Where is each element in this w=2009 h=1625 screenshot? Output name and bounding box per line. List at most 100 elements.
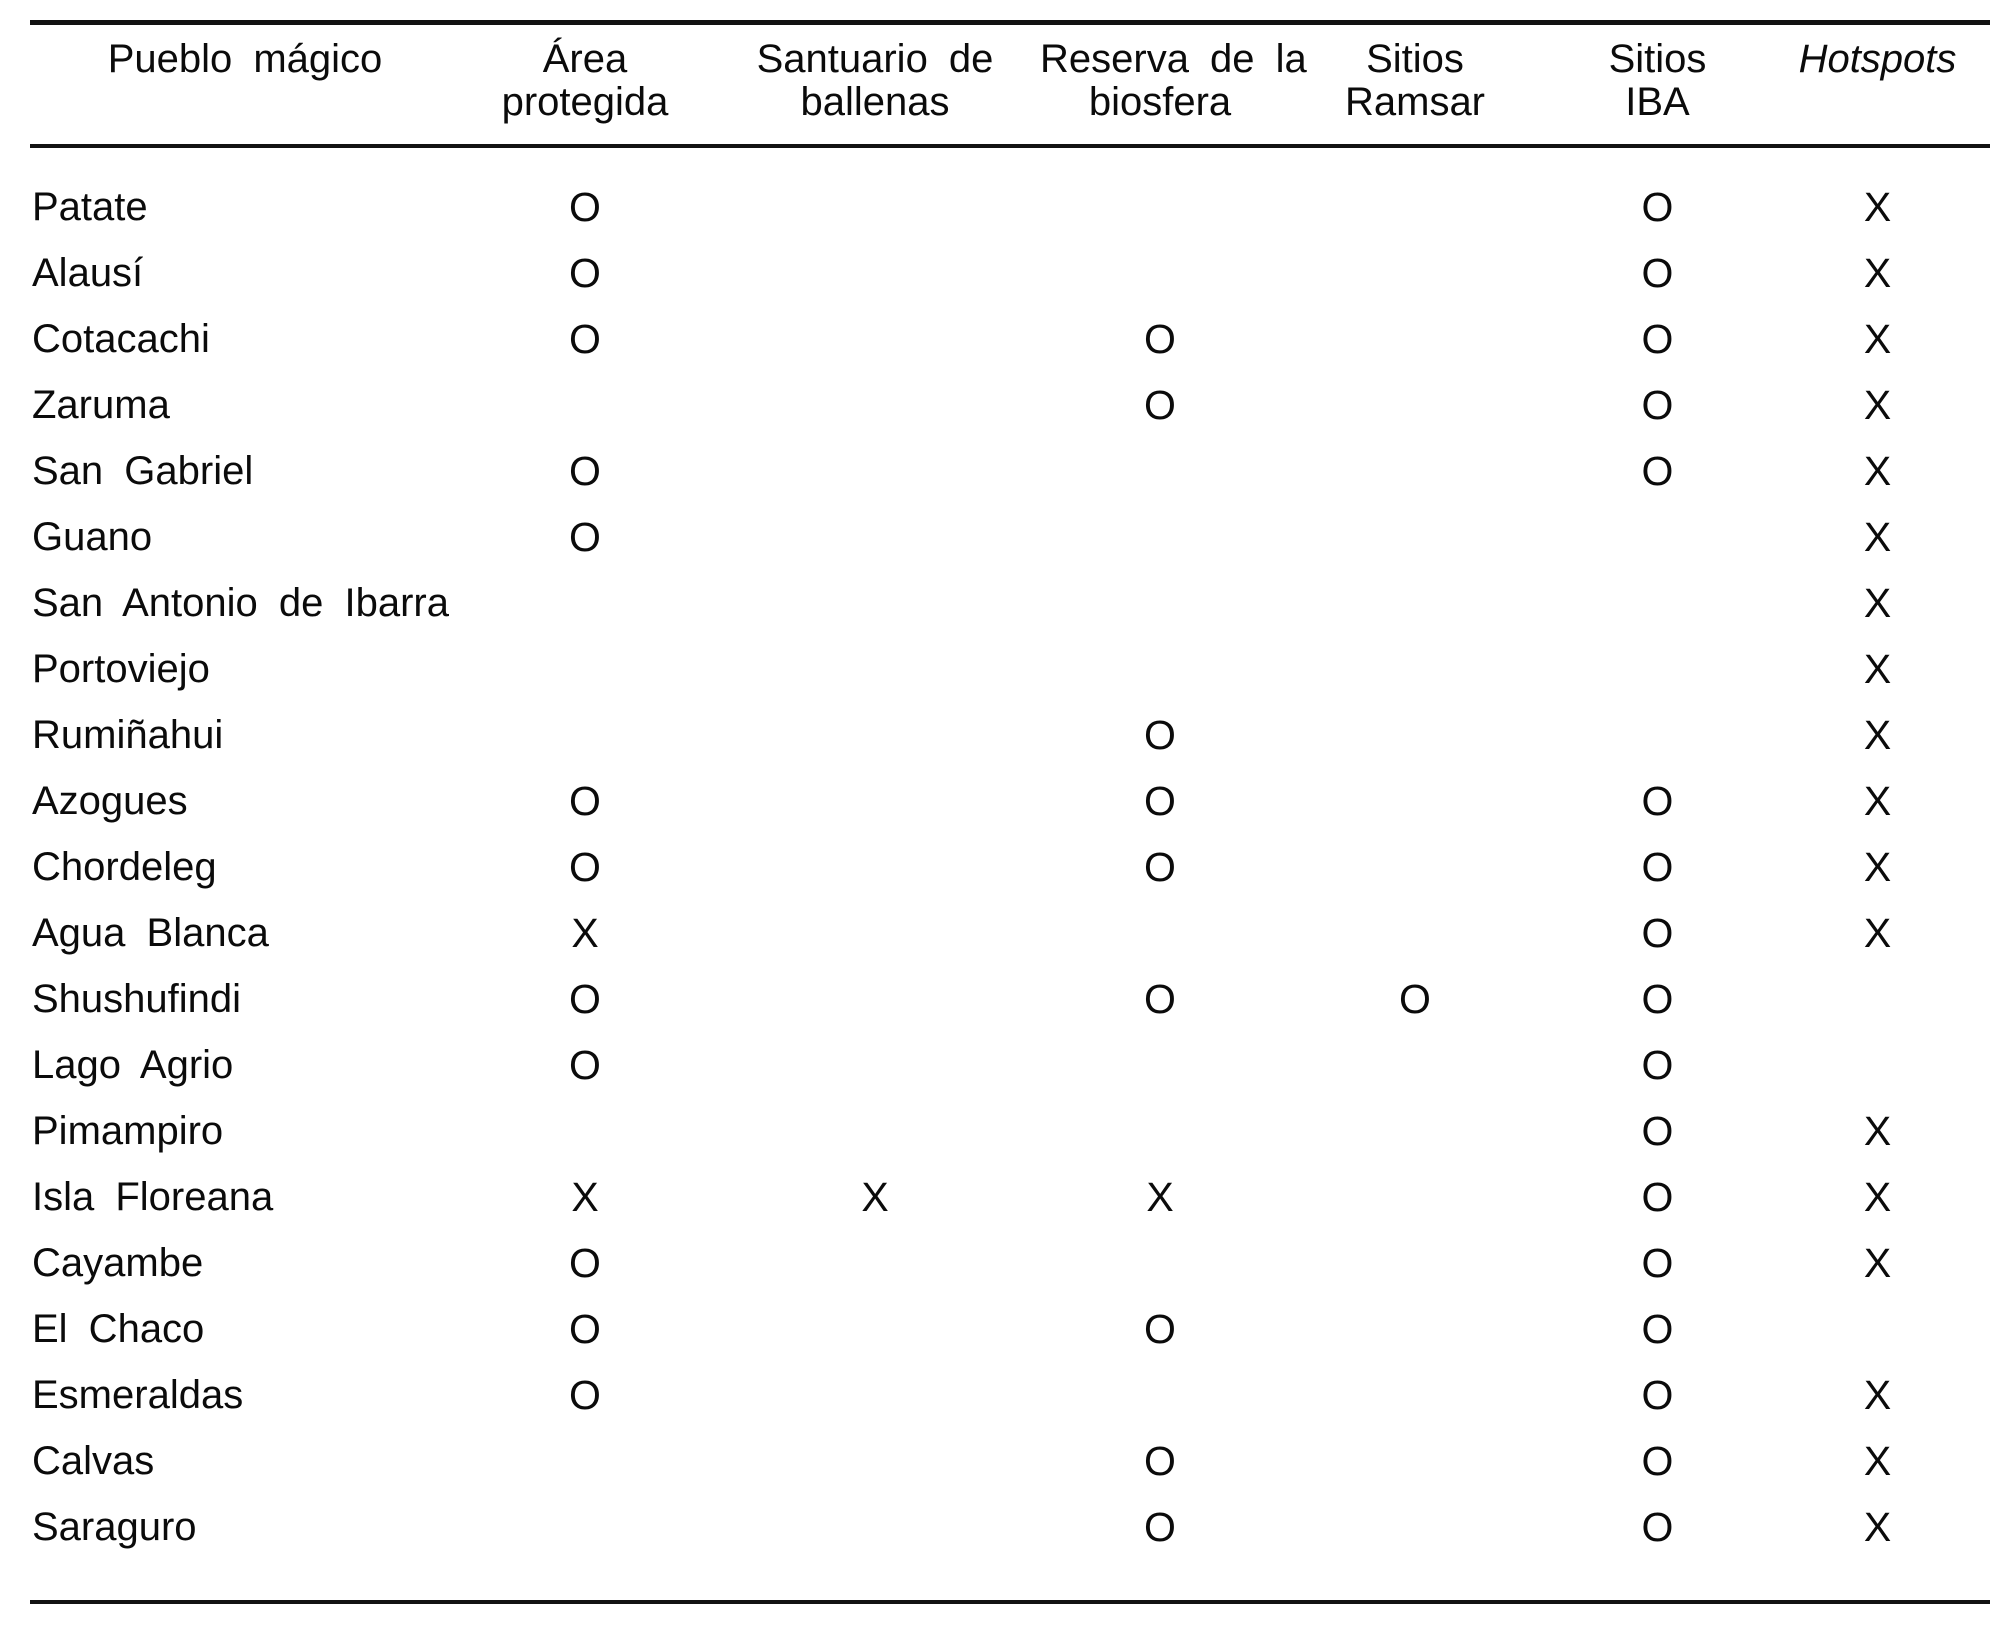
reserva-biosfera-mark-cell (1040, 1098, 1280, 1164)
sitios-ramsar-mark-cell (1280, 1296, 1550, 1362)
santuario-ballenas-mark-cell (710, 702, 1040, 768)
reserva-biosfera-mark-cell: O (1144, 711, 1176, 758)
pueblo-name-cell: Shushufindi (32, 976, 242, 1021)
table-row: Esmeraldas O O X (30, 1362, 1990, 1428)
area-protegida-mark-cell: X (571, 1173, 599, 1220)
sitios-iba-mark-cell: O (1641, 1503, 1674, 1550)
reserva-biosfera-mark-cell (1040, 1230, 1280, 1296)
hotspots-mark-cell (1765, 1296, 1990, 1362)
santuario-ballenas-mark-cell (710, 1098, 1040, 1164)
header-label: protegida (501, 80, 669, 124)
hotspots-mark-cell: X (1863, 909, 1892, 956)
area-protegida-mark-cell: O (569, 843, 601, 890)
pueblo-name-cell: Saraguro (32, 1504, 197, 1549)
pueblo-name-cell: Rumiñahui (32, 712, 224, 757)
header-label: ballenas (800, 80, 950, 124)
sitios-ramsar-mark-cell (1280, 1164, 1550, 1230)
pueblo-name-cell: Agua Blanca (32, 910, 269, 955)
hotspots-mark-cell: X (1863, 579, 1892, 626)
sitios-iba-mark-cell: O (1641, 447, 1674, 494)
sitios-ramsar-mark-cell (1280, 1098, 1550, 1164)
sitios-ramsar-mark-cell (1280, 146, 1550, 240)
sitios-iba-mark-cell (1550, 570, 1765, 636)
sitios-ramsar-mark-cell (1280, 1362, 1550, 1428)
area-protegida-mark-cell (460, 1428, 710, 1494)
pueblo-name-cell: Pimampiro (32, 1108, 224, 1153)
reserva-biosfera-mark-cell: O (1144, 1305, 1176, 1352)
header-label: Sitios (1366, 37, 1464, 81)
pueblo-name-cell: San Antonio de Ibarra (32, 580, 449, 625)
santuario-ballenas-mark-cell (710, 1032, 1040, 1098)
table-header: Pueblo mágico Área protegida Santuario d… (30, 23, 1990, 147)
table-row: Portoviejo X (30, 636, 1990, 702)
area-protegida-mark-cell (460, 636, 710, 702)
hotspots-mark-cell (1765, 1032, 1990, 1098)
hotspots-mark-cell: X (1863, 711, 1892, 758)
sitios-iba-mark-cell: O (1641, 909, 1674, 956)
pueblo-name-cell: Azogues (32, 778, 188, 823)
table-row: Lago Agrio O O (30, 1032, 1990, 1098)
pueblos-magicos-designations-table: Pueblo mágico Área protegida Santuario d… (30, 20, 1990, 1604)
header-label: biosfera (1088, 80, 1232, 124)
table-row: Azogues O O O X (30, 768, 1990, 834)
reserva-biosfera-mark-cell: O (1144, 843, 1176, 890)
reserva-biosfera-mark-cell: X (1146, 1173, 1174, 1220)
area-protegida-mark-cell (460, 372, 710, 438)
sitios-ramsar-mark-cell (1280, 240, 1550, 306)
table-row: El Chaco O O O (30, 1296, 1990, 1362)
hotspots-mark-cell: X (1863, 777, 1892, 824)
pueblo-name-cell: Calvas (32, 1438, 155, 1483)
santuario-ballenas-mark-cell (710, 372, 1040, 438)
sitios-iba-mark-cell: O (1641, 1173, 1674, 1220)
santuario-ballenas-mark-cell (710, 1362, 1040, 1428)
header-label: Pueblo mágico (107, 37, 383, 81)
sitios-ramsar-mark-cell (1280, 1494, 1550, 1602)
sitios-iba-mark-cell: O (1641, 381, 1674, 428)
col-header-santuario-ballenas: Santuario de ballenas (710, 23, 1040, 147)
pueblo-name-cell: Cayambe (32, 1240, 204, 1285)
sitios-iba-mark-cell (1550, 636, 1765, 702)
header-label: Reserva de la (1040, 37, 1307, 81)
pueblo-name-cell: Esmeraldas (32, 1372, 244, 1417)
reserva-biosfera-mark-cell: O (1144, 381, 1176, 428)
header-label: Sitios (1608, 37, 1707, 81)
header-row: Pueblo mágico Área protegida Santuario d… (30, 23, 1990, 147)
santuario-ballenas-mark-cell (710, 636, 1040, 702)
table-row: Rumiñahui O X (30, 702, 1990, 768)
santuario-ballenas-mark-cell (710, 1230, 1040, 1296)
sitios-iba-mark-cell: O (1641, 249, 1674, 296)
area-protegida-mark-cell (460, 1098, 710, 1164)
hotspots-mark-cell: X (1863, 447, 1892, 494)
area-protegida-mark-cell (460, 570, 710, 636)
pueblo-name-cell: Cotacachi (32, 316, 210, 361)
area-protegida-mark-cell: O (569, 183, 601, 230)
hotspots-mark-cell: X (1863, 843, 1892, 890)
sitios-iba-mark-cell: O (1641, 1107, 1674, 1154)
reserva-biosfera-mark-cell: O (1144, 1437, 1176, 1484)
table-row: Shushufindi O O O O (30, 966, 1990, 1032)
sitios-iba-mark-cell: O (1641, 183, 1674, 230)
reserva-biosfera-mark-cell (1040, 1032, 1280, 1098)
santuario-ballenas-mark-cell (710, 900, 1040, 966)
area-protegida-mark-cell: O (569, 315, 601, 362)
santuario-ballenas-mark-cell (710, 1296, 1040, 1362)
pueblo-name-cell: Portoviejo (32, 646, 210, 691)
reserva-biosfera-mark-cell (1040, 900, 1280, 966)
table-row: Patate O O X (30, 146, 1990, 240)
table-row: Agua Blanca X O X (30, 900, 1990, 966)
pueblo-name-cell: Alausí (32, 250, 144, 295)
hotspots-mark-cell: X (1863, 1371, 1892, 1418)
area-protegida-mark-cell: O (569, 513, 601, 560)
sitios-iba-mark-cell: O (1641, 1437, 1674, 1484)
table-row: Cayambe O O X (30, 1230, 1990, 1296)
santuario-ballenas-mark-cell (710, 1494, 1040, 1602)
sitios-ramsar-mark-cell (1280, 1032, 1550, 1098)
header-label: Santuario de (756, 37, 994, 81)
sitios-ramsar-mark-cell (1280, 702, 1550, 768)
hotspots-mark-cell: X (1863, 183, 1892, 230)
col-header-area-protegida: Área protegida (460, 23, 710, 147)
reserva-biosfera-mark-cell (1040, 146, 1280, 240)
sitios-ramsar-mark-cell (1280, 1428, 1550, 1494)
table-body: Patate O O X Alausí O O X Cotacachi O O … (30, 146, 1990, 1602)
hotspots-mark-cell: X (1863, 645, 1892, 692)
